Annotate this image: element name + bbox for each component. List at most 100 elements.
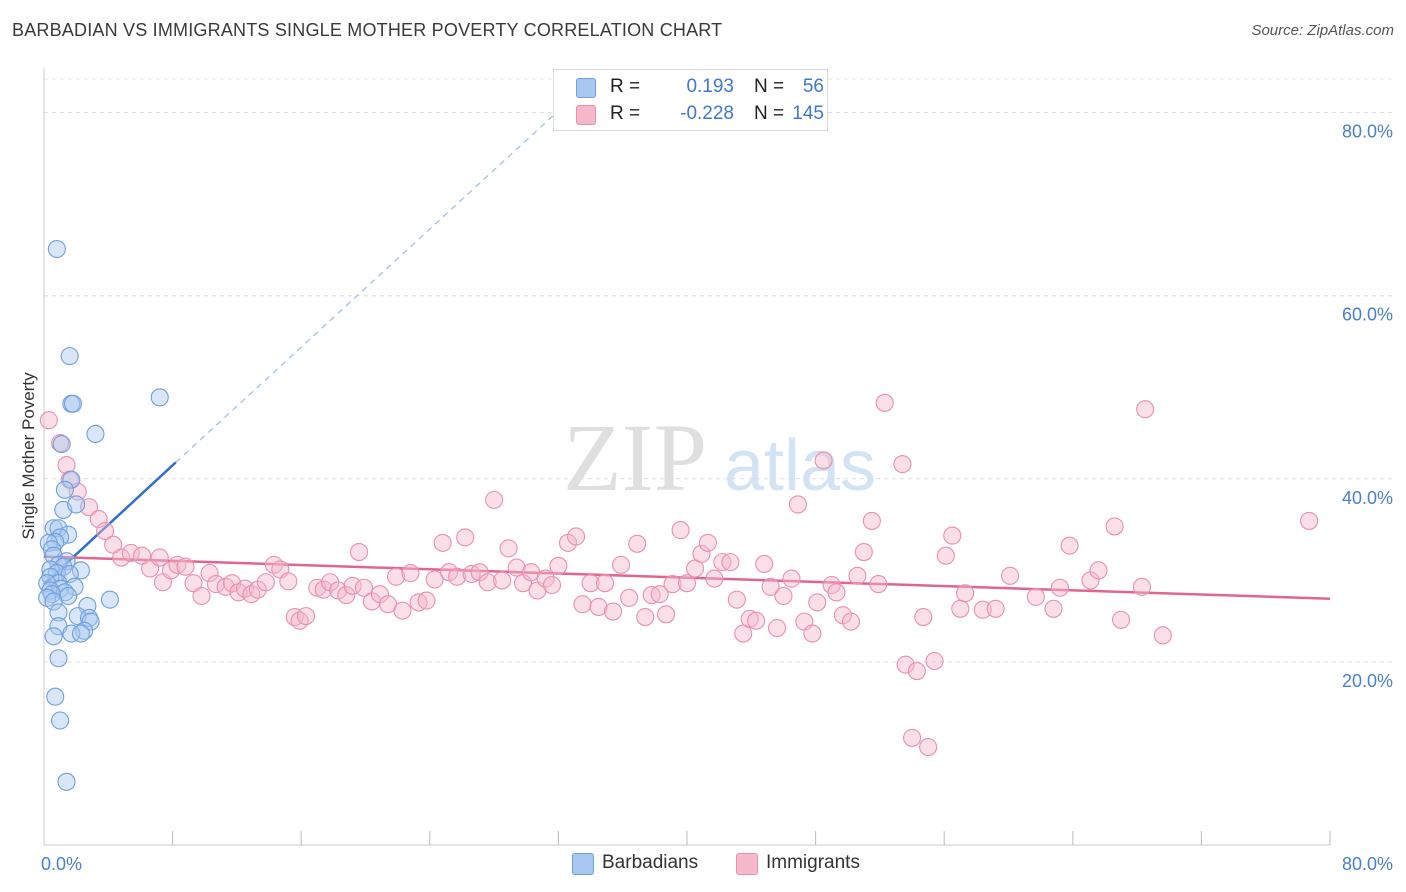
point-immigrants bbox=[869, 575, 888, 594]
legend-swatch-barbadians bbox=[576, 78, 596, 98]
point-immigrants bbox=[1300, 511, 1319, 530]
point-barbadians bbox=[44, 627, 63, 646]
point-immigrants bbox=[827, 583, 846, 602]
point-immigrants bbox=[1136, 400, 1155, 419]
point-immigrants bbox=[499, 539, 518, 558]
point-barbadians bbox=[57, 772, 76, 791]
point-immigrants bbox=[354, 578, 373, 597]
point-immigrants bbox=[636, 607, 655, 627]
point-immigrants bbox=[808, 593, 827, 612]
point-barbadians bbox=[49, 519, 68, 538]
point-immigrants bbox=[803, 624, 822, 643]
point-immigrants bbox=[671, 521, 690, 540]
point-immigrants bbox=[604, 602, 623, 621]
point-immigrants bbox=[875, 393, 894, 412]
point-immigrants bbox=[841, 612, 861, 631]
point-immigrants bbox=[242, 585, 261, 604]
series-label-immigrants: Immigrants bbox=[766, 852, 860, 873]
y-tick-label: 40.0% bbox=[1342, 488, 1393, 508]
point-immigrants bbox=[943, 526, 962, 545]
point-immigrants bbox=[677, 574, 697, 593]
point-immigrants bbox=[595, 574, 615, 593]
point-immigrants bbox=[104, 535, 123, 554]
point-immigrants bbox=[493, 571, 512, 590]
point-immigrants bbox=[433, 533, 452, 552]
point-immigrants bbox=[150, 548, 169, 567]
point-immigrants bbox=[663, 575, 682, 594]
point-immigrants bbox=[350, 542, 369, 562]
y-axis-label: Single Mother Poverty bbox=[19, 372, 38, 540]
point-barbadians bbox=[62, 470, 81, 489]
watermark: ZIP atlas bbox=[563, 404, 876, 511]
point-barbadians bbox=[44, 592, 63, 611]
point-immigrants bbox=[854, 542, 873, 562]
point-immigrants bbox=[549, 556, 568, 575]
point-immigrants bbox=[814, 451, 833, 470]
y-tick-label: 80.0% bbox=[1342, 122, 1393, 142]
point-immigrants bbox=[485, 490, 504, 509]
point-immigrants bbox=[567, 527, 586, 546]
point-immigrants bbox=[862, 511, 881, 530]
point-immigrants bbox=[589, 597, 608, 617]
point-barbadians bbox=[60, 347, 79, 366]
point-immigrants bbox=[973, 600, 992, 619]
trend-line-immigrants bbox=[43, 555, 1331, 600]
point-immigrants bbox=[133, 546, 152, 565]
point-immigrants bbox=[456, 528, 475, 547]
series-legend: Barbadians Immigrants bbox=[0, 852, 1406, 878]
point-immigrants bbox=[536, 569, 555, 588]
data-points bbox=[38, 239, 1319, 791]
point-immigrants bbox=[1105, 517, 1124, 536]
point-immigrants bbox=[657, 605, 676, 624]
point-immigrants bbox=[761, 577, 780, 596]
point-immigrants bbox=[1001, 566, 1020, 585]
point-barbadians bbox=[86, 424, 105, 444]
point-immigrants bbox=[896, 655, 915, 674]
point-immigrants bbox=[1132, 577, 1151, 596]
point-immigrants bbox=[620, 588, 639, 607]
legend-swatch-immigrants bbox=[576, 105, 596, 125]
point-immigrants bbox=[507, 558, 526, 577]
point-immigrants bbox=[767, 618, 787, 638]
legend-n-label: N = bbox=[754, 103, 785, 124]
legend-r-value: 0.193 bbox=[686, 76, 734, 97]
point-immigrants bbox=[1153, 626, 1172, 645]
point-immigrants bbox=[914, 607, 933, 627]
point-immigrants bbox=[51, 434, 70, 453]
point-immigrants bbox=[121, 543, 140, 563]
point-immigrants bbox=[112, 548, 131, 567]
point-barbadians bbox=[47, 239, 66, 259]
point-immigrants bbox=[1044, 599, 1063, 618]
point-barbadians bbox=[42, 540, 62, 559]
point-barbadians bbox=[52, 434, 71, 454]
legend-r-label: R = bbox=[610, 76, 641, 97]
legend-n-label: N = bbox=[754, 76, 785, 97]
point-immigrants bbox=[448, 567, 467, 586]
point-immigrants bbox=[650, 585, 669, 604]
legend-r-label: R = bbox=[610, 103, 641, 124]
point-immigrants bbox=[264, 555, 283, 574]
trend-line-barbadians bbox=[43, 461, 177, 586]
point-immigrants bbox=[314, 580, 333, 599]
point-immigrants bbox=[986, 599, 1005, 618]
point-immigrants bbox=[936, 546, 955, 565]
point-immigrants bbox=[573, 595, 592, 614]
x-tick-label: 0.0% bbox=[41, 854, 82, 874]
point-barbadians bbox=[49, 649, 68, 668]
point-immigrants bbox=[740, 609, 759, 628]
point-immigrants bbox=[774, 586, 793, 606]
point-immigrants bbox=[755, 554, 774, 573]
point-immigrants bbox=[425, 570, 444, 589]
point-immigrants bbox=[393, 601, 412, 620]
point-immigrants bbox=[612, 555, 631, 574]
point-immigrants bbox=[401, 564, 420, 583]
series-swatch-immigrants bbox=[736, 853, 758, 875]
point-immigrants bbox=[1050, 578, 1069, 597]
trend-lines bbox=[43, 103, 1331, 600]
point-immigrants bbox=[721, 553, 740, 572]
point-immigrants bbox=[956, 584, 975, 603]
point-immigrants bbox=[57, 456, 76, 475]
point-barbadians bbox=[65, 577, 84, 596]
point-immigrants bbox=[89, 510, 108, 529]
point-barbadians bbox=[42, 585, 62, 604]
